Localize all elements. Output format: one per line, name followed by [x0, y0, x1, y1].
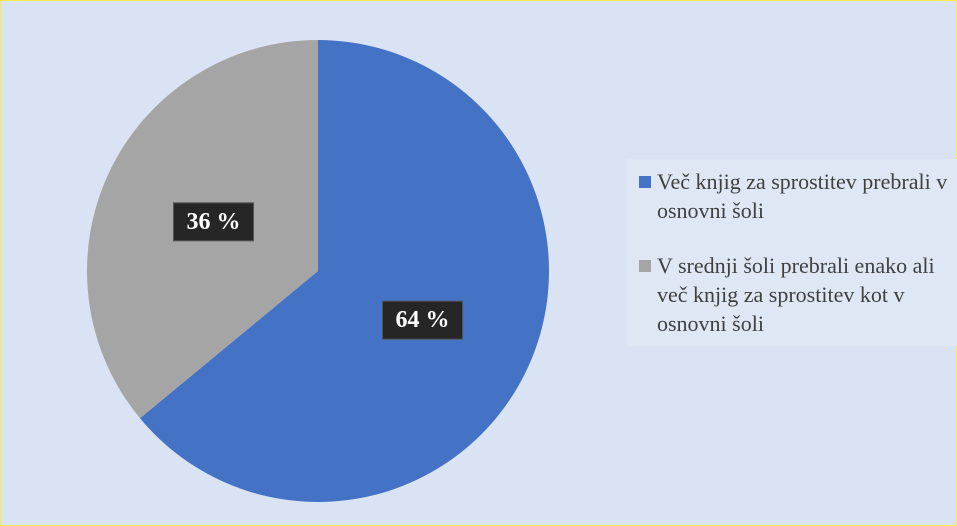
- data-label: 64 %: [382, 300, 464, 340]
- legend-swatch: [639, 176, 651, 188]
- legend: Več knjig za sprostitev prebrali v osnov…: [627, 159, 957, 346]
- data-label-text: 64 %: [396, 307, 450, 333]
- data-label-text: 36 %: [186, 209, 240, 235]
- pie-slice: [140, 40, 549, 503]
- data-label: 36 %: [172, 202, 254, 242]
- legend-entry: V srednji šoli prebrali enako ali več kn…: [639, 251, 957, 338]
- data-label-box: [172, 202, 254, 242]
- legend-label: Več knjig za sprostitev prebrali v osnov…: [657, 169, 948, 223]
- legend-entry: Več knjig za sprostitev prebrali v osnov…: [639, 167, 957, 225]
- data-label-box: [382, 300, 464, 340]
- legend-label: V srednji šoli prebrali enako ali več kn…: [657, 253, 935, 336]
- legend-swatch: [639, 260, 651, 272]
